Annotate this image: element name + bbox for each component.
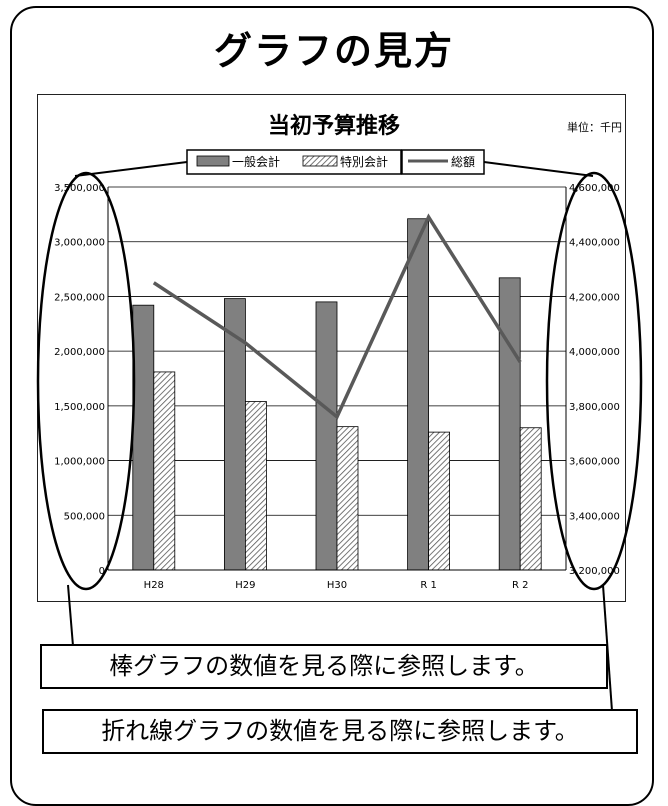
chart-title: 当初予算推移 (268, 113, 400, 139)
x-tick-label: R 1 (420, 580, 437, 591)
callout-line-axis: 折れ線グラフの数値を見る際に参照します。 (42, 709, 638, 754)
bar-general-account (499, 278, 520, 570)
callout-bar-axis: 棒グラフの数値を見る際に参照します。 (40, 644, 608, 689)
x-tick-label: R 2 (512, 580, 529, 591)
bar-general-account (133, 305, 154, 570)
bar-special-account (337, 427, 358, 570)
legend-swatch-general (197, 156, 229, 166)
pointer-left (68, 585, 73, 646)
bar-special-account (520, 428, 541, 570)
unit-label: 単位：千円 (567, 120, 622, 134)
legend: 一般会計 特別会計 総額 (187, 150, 484, 174)
y-right-tick-label: 4,200,000 (569, 292, 620, 303)
bar-special-account (245, 401, 266, 570)
bar-special-account (429, 432, 450, 570)
y-left-tick-label: 1,500,000 (54, 402, 105, 413)
y-left-tick-label: 3,000,000 (54, 238, 105, 249)
bar-special-account (154, 372, 175, 570)
y-left-tick-label: 1,000,000 (54, 457, 105, 468)
y-right-tick-label: 4,000,000 (569, 347, 620, 358)
connector-right (484, 162, 593, 176)
bar-series (133, 219, 541, 570)
legend-swatch-special (303, 156, 337, 166)
y-left-tick-label: 500,000 (64, 511, 105, 522)
x-tick-label: H29 (235, 580, 255, 591)
y-left-tick-label: 2,000,000 (54, 347, 105, 358)
ellipse-left-axis (38, 173, 134, 589)
x-tick-label: H28 (144, 580, 164, 591)
legend-label-total: 総額 (451, 155, 475, 169)
x-tick-label: H30 (327, 580, 347, 591)
y-left-tick-label: 2,500,000 (54, 292, 105, 303)
ellipse-right-axis (547, 173, 641, 589)
legend-label-special: 特別会計 (340, 154, 388, 169)
y-right-tick-label: 3,800,000 (569, 402, 620, 413)
bar-general-account (408, 219, 429, 570)
y-right-tick-label: 3,600,000 (569, 457, 620, 468)
legend-label-general: 一般会計 (232, 154, 280, 169)
bar-general-account (316, 302, 337, 570)
y-left-tick-label: 3,500,000 (54, 183, 105, 194)
y-right-tick-label: 3,400,000 (569, 511, 620, 522)
y-right-tick-label: 4,400,000 (569, 238, 620, 249)
